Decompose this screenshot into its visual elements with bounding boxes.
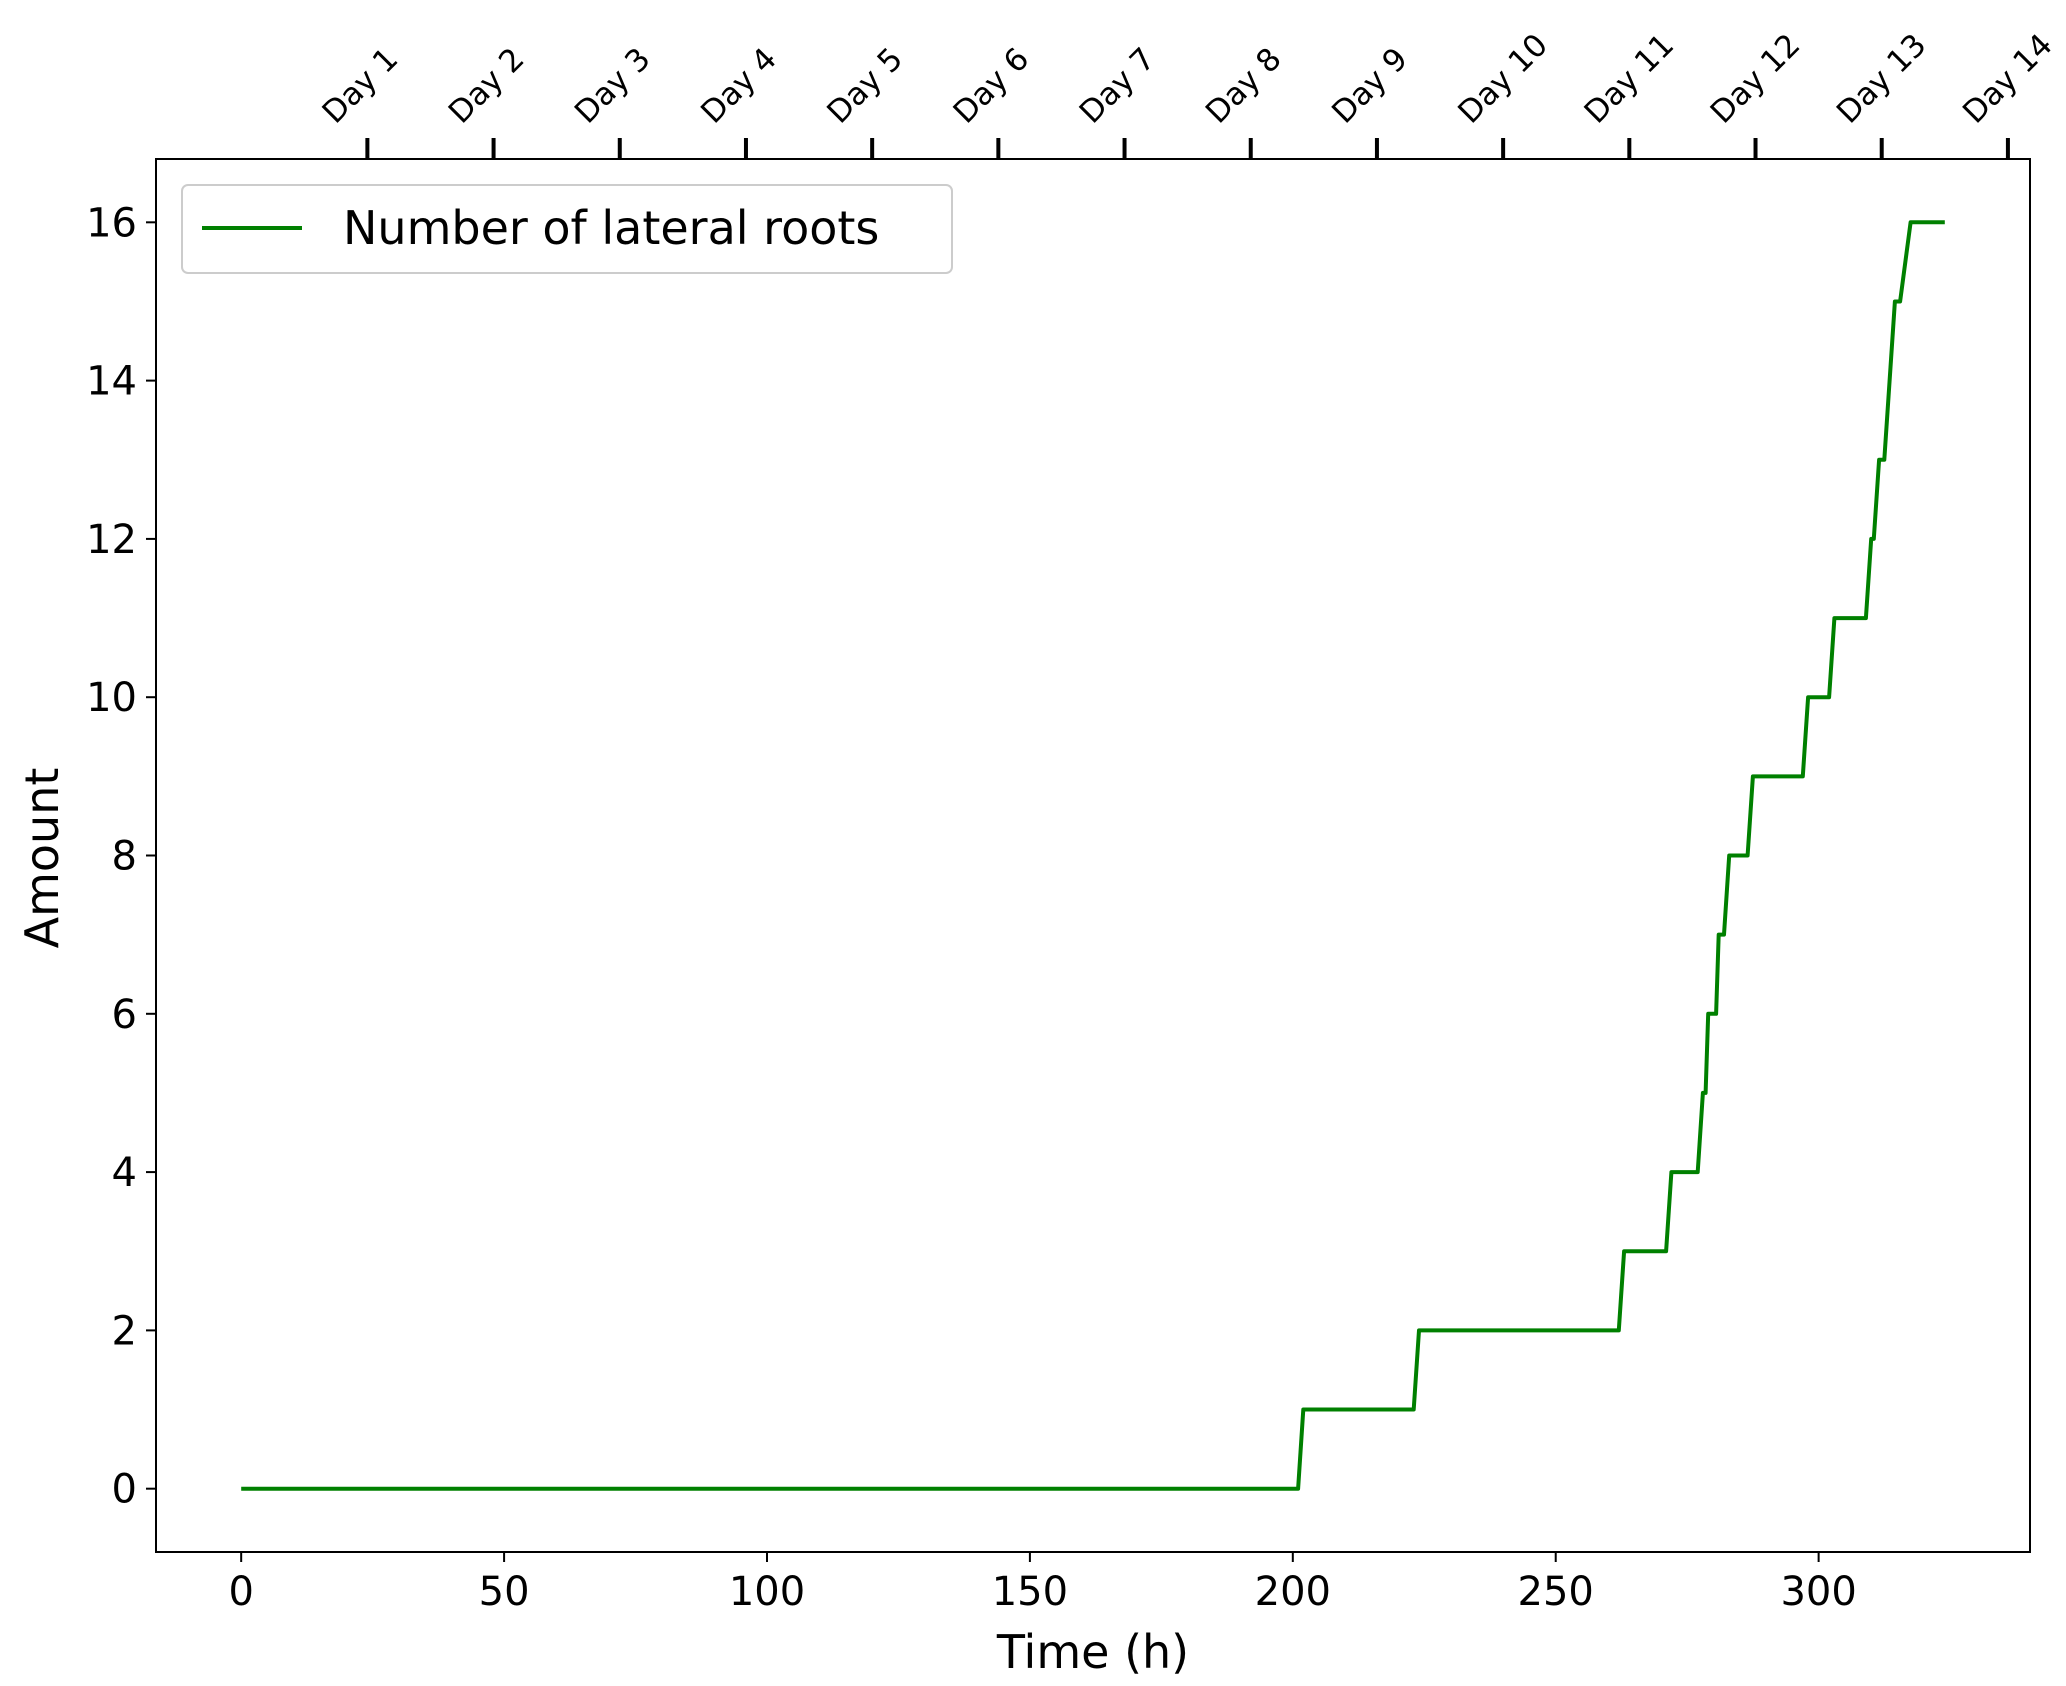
y-axis-label: Amount (15, 768, 69, 949)
y-tick-label: 2 (112, 1308, 137, 1354)
y-tick-label: 4 (112, 1150, 137, 1196)
x-tick-label: 150 (992, 1569, 1068, 1615)
legend-label: Number of lateral roots (343, 201, 879, 255)
y-tick-label: 16 (86, 200, 137, 246)
x-tick-label: 50 (479, 1569, 530, 1615)
axes-frame (155, 158, 2031, 1553)
y-tick-label: 10 (86, 675, 137, 721)
bottom-axis: 0 50 100 150 200 250 300 (228, 1552, 1857, 1615)
left-axis: 0 2 4 6 8 10 12 14 16 (86, 200, 156, 1513)
legend-box (181, 184, 953, 274)
x-axis-label: Time (h) (996, 1625, 1189, 1679)
y-tick-label: 8 (112, 834, 137, 880)
plot-area (241, 220, 1945, 1491)
x-tick-label: 100 (729, 1569, 805, 1615)
x-tick-label: 200 (1255, 1569, 1331, 1615)
x-tick-label: 0 (228, 1569, 253, 1615)
legend: Number of lateral roots (181, 184, 953, 274)
y-tick-label: 6 (112, 992, 137, 1038)
y-tick-label: 12 (86, 517, 137, 563)
x-tick-label: 300 (1780, 1569, 1856, 1615)
y-tick-label: 14 (86, 359, 137, 405)
series-line (241, 220, 1945, 1491)
x-tick-label: 250 (1518, 1569, 1594, 1615)
y-tick-label: 0 (112, 1467, 137, 1513)
